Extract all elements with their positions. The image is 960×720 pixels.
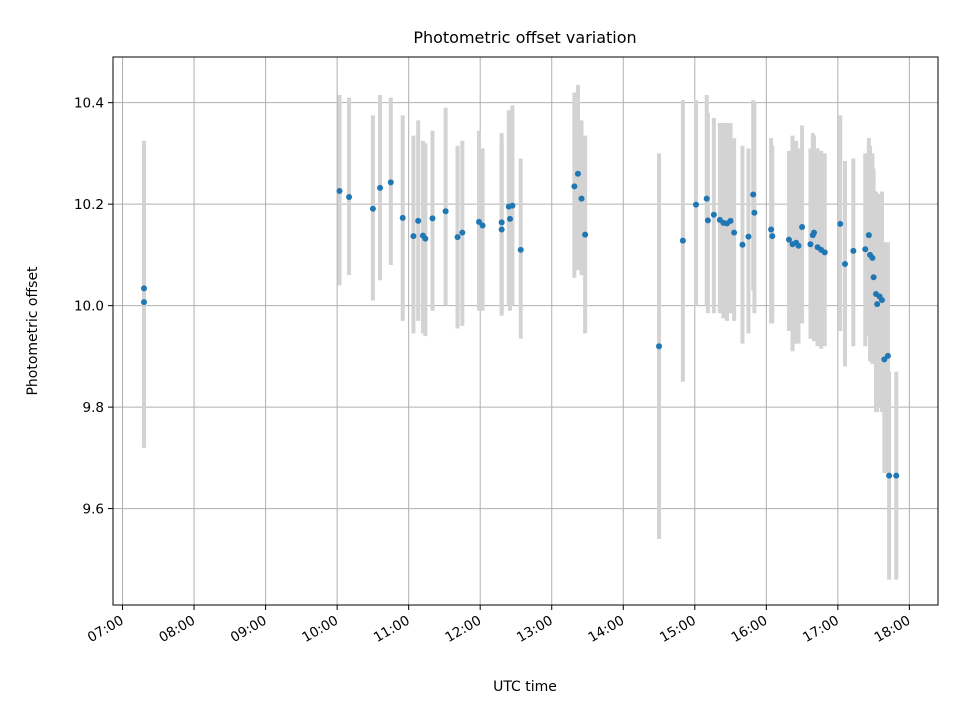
y-tick-label: 10.4 <box>74 96 104 112</box>
data-point <box>850 247 857 254</box>
data-point <box>498 219 505 226</box>
data-points <box>140 170 900 479</box>
data-point <box>479 222 486 229</box>
data-point <box>799 223 806 230</box>
plot-frame <box>112 56 939 606</box>
data-point <box>739 241 746 248</box>
x-tick-label: 17:00 <box>800 613 842 646</box>
data-point <box>811 229 818 236</box>
x-axis-label: UTC time <box>493 679 557 695</box>
data-point <box>454 234 461 241</box>
data-point <box>399 214 406 221</box>
chart-title: Photometric offset variation <box>413 28 636 47</box>
y-tick-label: 10.2 <box>74 197 104 213</box>
x-tick-label: 13:00 <box>514 613 556 646</box>
y-tick-label: 10.0 <box>74 299 104 315</box>
data-point <box>842 261 849 268</box>
data-point <box>751 209 758 216</box>
error-bars <box>141 84 899 580</box>
data-point <box>785 236 792 243</box>
data-point <box>574 170 581 177</box>
data-point <box>869 254 876 261</box>
data-point <box>874 301 881 308</box>
data-point <box>582 231 589 238</box>
x-tick-label: 18:00 <box>872 613 914 646</box>
data-point <box>578 195 585 202</box>
data-point <box>768 226 775 233</box>
data-point <box>837 220 844 227</box>
data-point <box>878 297 885 304</box>
data-point <box>703 195 710 202</box>
x-tick-label: 08:00 <box>156 613 198 646</box>
data-point <box>821 249 828 256</box>
data-point <box>865 232 872 239</box>
data-point <box>442 208 449 215</box>
data-point <box>387 179 394 186</box>
data-point <box>692 201 699 208</box>
data-point <box>886 472 893 479</box>
x-axis-ticks: 07:00 08:00 09:00 10:00 11:00 12:00 13:00 14:00… <box>85 605 914 646</box>
data-point <box>731 229 738 236</box>
y-axis-label: Photometric offset <box>25 266 41 396</box>
data-point <box>893 472 900 479</box>
data-point <box>807 241 814 248</box>
data-point <box>884 352 891 359</box>
data-point <box>507 215 514 222</box>
data-point <box>410 233 417 240</box>
data-point <box>140 285 147 292</box>
data-point <box>750 191 757 198</box>
x-tick-label: 15:00 <box>657 613 699 646</box>
data-point <box>795 242 802 249</box>
x-tick-label: 07:00 <box>85 613 127 646</box>
data-point <box>459 229 466 236</box>
data-point <box>336 187 343 194</box>
y-axis-ticks: 9.6 9.8 10.0 10.2 10.4 <box>74 96 113 518</box>
data-point <box>656 343 663 350</box>
data-point <box>346 194 353 201</box>
data-point <box>509 202 516 209</box>
data-point <box>769 233 776 240</box>
data-point <box>377 184 384 191</box>
x-tick-label: 10:00 <box>299 613 341 646</box>
data-point <box>140 299 147 306</box>
data-point <box>415 217 422 224</box>
data-point <box>727 217 734 224</box>
data-point <box>679 237 686 244</box>
x-tick-label: 09:00 <box>228 613 270 646</box>
data-point <box>571 183 578 190</box>
data-point <box>862 246 869 253</box>
data-point <box>710 211 717 218</box>
data-point <box>870 274 877 281</box>
x-tick-label: 14:00 <box>586 613 628 646</box>
data-point <box>517 246 524 253</box>
x-tick-label: 16:00 <box>729 613 771 646</box>
data-point <box>422 235 429 242</box>
data-point <box>704 217 711 224</box>
y-tick-label: 9.8 <box>83 400 104 416</box>
data-point <box>745 233 752 240</box>
data-point <box>369 205 376 212</box>
x-tick-label: 12:00 <box>443 613 485 646</box>
data-point <box>498 226 505 233</box>
data-point <box>429 215 436 222</box>
y-tick-label: 9.6 <box>83 502 104 518</box>
x-tick-label: 11:00 <box>371 613 413 646</box>
